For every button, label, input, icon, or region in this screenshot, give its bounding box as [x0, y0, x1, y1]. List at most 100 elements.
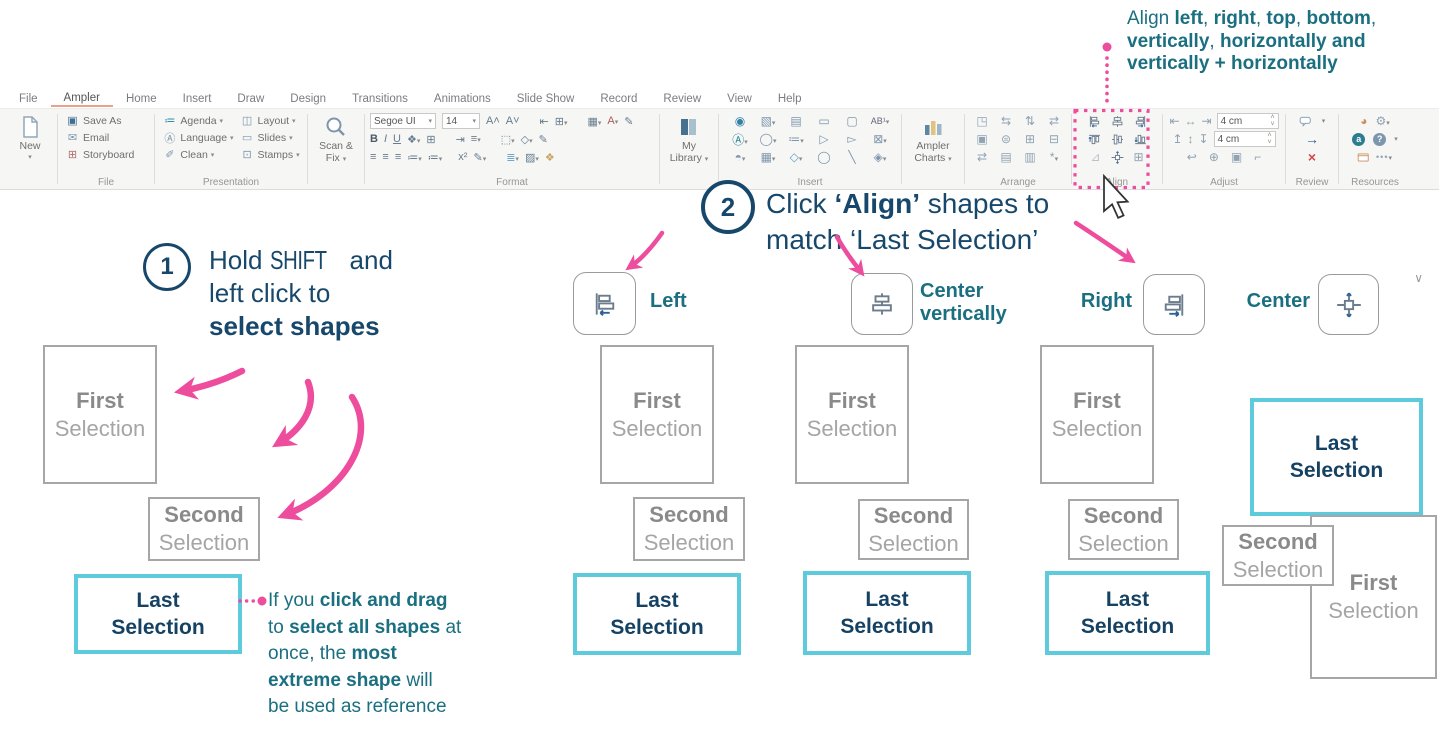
ampler-logo-icon[interactable]: a	[1352, 132, 1366, 146]
stretch-h-icon[interactable]: ↔	[1184, 114, 1197, 128]
insert-ab-icon[interactable]: AB¹▾	[870, 116, 890, 126]
magic-wand-icon[interactable]: *▾	[1049, 150, 1059, 164]
pen-icon[interactable]: ✎▾	[473, 151, 487, 164]
paragraph-icon[interactable]: ⊞▾	[554, 115, 568, 128]
shrink-font-icon[interactable]: A˅	[505, 115, 520, 127]
demo-align-right-button[interactable]	[1143, 274, 1205, 335]
select-objects-icon[interactable]: ◳	[976, 114, 988, 128]
save-as-button[interactable]: ▣ Save As	[65, 112, 121, 129]
language-button[interactable]: Ⓐ Language ▾	[164, 131, 234, 145]
decrease-indent-icon[interactable]: ⇤	[539, 115, 549, 128]
demo-align-center-v-button[interactable]	[851, 273, 913, 335]
align-center-both-icon[interactable]	[1110, 150, 1124, 164]
last-selection-shape[interactable]: Last Selection	[803, 571, 971, 655]
increase-indent-icon[interactable]: ⇥	[455, 133, 465, 146]
numbering-icon[interactable]: ≔▾	[427, 151, 443, 164]
tab-help[interactable]: Help	[777, 92, 802, 105]
shape-fill-icon[interactable]: ▦▾	[587, 115, 602, 128]
tab-ampler[interactable]: Ampler	[50, 90, 113, 107]
my-library-button[interactable]: My Library ▾	[663, 109, 715, 189]
texture-icon[interactable]: ▨▾	[524, 151, 539, 164]
dash-style-icon[interactable]: ⬚▾	[500, 133, 515, 146]
insert-list-icon[interactable]: ≔▾	[788, 132, 804, 146]
bold-icon[interactable]: B	[370, 133, 378, 145]
insert-textbox-icon[interactable]: ▤	[790, 114, 802, 128]
format-painter-icon[interactable]: ❖	[544, 151, 555, 164]
stretch-up-icon[interactable]: ↥	[1172, 132, 1183, 146]
first-selection-shape[interactable]: First Selection	[600, 345, 714, 484]
font-color-icon[interactable]: A▾	[607, 115, 619, 127]
first-selection-shape[interactable]: First Selection	[1040, 345, 1154, 484]
insert-oval-icon[interactable]: ◯	[817, 150, 831, 164]
tab-record[interactable]: Record	[600, 92, 638, 105]
window-icon[interactable]	[1357, 151, 1370, 164]
tab-home[interactable]: Home	[125, 92, 157, 105]
insert-arrow-icon[interactable]: ◉	[734, 114, 746, 128]
slides-button[interactable]: ▭ Slides ▾	[240, 129, 293, 146]
align-bottom-icon[interactable]	[1133, 133, 1147, 146]
last-selection-shape[interactable]: Last Selection	[573, 573, 741, 655]
scan-fix-button[interactable]: Scan & Fix ▾	[311, 109, 361, 189]
tab-insert[interactable]: Insert	[182, 92, 212, 105]
shape-outline-icon[interactable]: ◇▾	[520, 133, 533, 146]
tab-design[interactable]: Design	[290, 92, 327, 105]
align-text-left-icon[interactable]: ≡	[370, 151, 377, 163]
second-selection-shape[interactable]: Second Selection	[858, 499, 969, 560]
font-name-select[interactable]: Segoe UI ▾	[370, 113, 436, 129]
layers-icon[interactable]: ▥	[1024, 150, 1036, 164]
more-options-icon[interactable]: •••▾	[1376, 152, 1393, 162]
insert-table-icon[interactable]: ▦▾	[760, 150, 776, 164]
grow-font-icon[interactable]: A˄	[486, 115, 500, 127]
new-button[interactable]: New ▾	[6, 109, 54, 189]
swap-vertical-icon[interactable]: ⇅	[1024, 114, 1036, 128]
distribute-h-icon[interactable]: ⊜	[1000, 132, 1012, 146]
align-center-vertical-icon[interactable]	[1111, 115, 1124, 128]
eraser-icon[interactable]: ✎	[538, 133, 548, 146]
insert-shapes-icon[interactable]: ◇▾	[789, 150, 803, 164]
send-backward-icon[interactable]: ▤	[1000, 150, 1012, 164]
align-top-icon[interactable]	[1087, 133, 1101, 146]
insert-keyboard-icon[interactable]: ⊠▾	[873, 132, 887, 146]
clean-button[interactable]: ✐ Clean ▾	[162, 146, 214, 163]
comment-icon[interactable]	[1299, 115, 1312, 128]
tab-review[interactable]: Review	[663, 92, 702, 105]
distribute-v-icon[interactable]: ⊞	[1024, 132, 1036, 146]
insert-comment-icon[interactable]: ◓▾	[734, 150, 746, 164]
width-spinner[interactable]: 4 cm ˄ ˅	[1216, 113, 1279, 129]
insert-circle-icon[interactable]: ◯▾	[759, 132, 777, 146]
curve-icon[interactable]: ↩	[1186, 150, 1197, 164]
superscript-icon[interactable]: x²	[458, 151, 468, 163]
swap-horizontal-icon[interactable]: ⇆	[1000, 114, 1012, 128]
italic-icon[interactable]: I	[383, 133, 388, 145]
bring-forward-icon[interactable]: ⇄	[976, 150, 988, 164]
align-text-right-icon[interactable]: ≡	[394, 151, 402, 163]
align-text-center-icon[interactable]: ≡	[382, 151, 389, 163]
align-left-icon[interactable]	[1088, 115, 1101, 128]
storyboard-button[interactable]: ⊞ Storyboard	[65, 146, 134, 163]
first-selection-shape[interactable]: First Selection	[795, 345, 909, 484]
height-spinner[interactable]: 4 cm ˄ ˅	[1213, 131, 1276, 147]
tab-draw[interactable]: Draw	[237, 92, 265, 105]
line-spacing-icon[interactable]: ≡▾	[470, 133, 481, 145]
insert-pentagon-icon[interactable]: ▷	[819, 132, 829, 146]
insert-chevron-icon[interactable]: ▻	[847, 132, 857, 146]
font-size-select[interactable]: 14 ▾	[442, 113, 480, 129]
align-middle-icon[interactable]	[1111, 133, 1124, 146]
last-selection-shape[interactable]: Last Selection	[1045, 571, 1210, 655]
align-right-icon[interactable]	[1134, 115, 1147, 128]
group-icon[interactable]: ▣	[976, 132, 988, 146]
insert-rectangle-icon[interactable]: ▭	[818, 114, 830, 128]
gear-icon[interactable]: ⚙▾	[1375, 114, 1390, 128]
line-style-icon[interactable]: ≣▾	[506, 151, 519, 164]
last-selection-shape[interactable]: Last Selection	[1250, 398, 1423, 516]
help-icon[interactable]: ?	[1373, 132, 1387, 146]
tab-animations[interactable]: Animations	[433, 92, 491, 105]
collapse-ribbon-icon[interactable]: ∨	[1414, 271, 1423, 285]
demo-align-center-button[interactable]	[1318, 274, 1379, 335]
stretch-right-icon[interactable]: ⇥	[1201, 114, 1212, 128]
tab-transitions[interactable]: Transitions	[352, 92, 408, 105]
bullets-icon[interactable]: ≔▾	[407, 151, 422, 164]
second-selection-shape[interactable]: Second Selection	[148, 497, 260, 561]
insert-picture-icon[interactable]: ▧▾	[760, 114, 776, 128]
forward-arrow-icon[interactable]: →	[1305, 131, 1319, 147]
